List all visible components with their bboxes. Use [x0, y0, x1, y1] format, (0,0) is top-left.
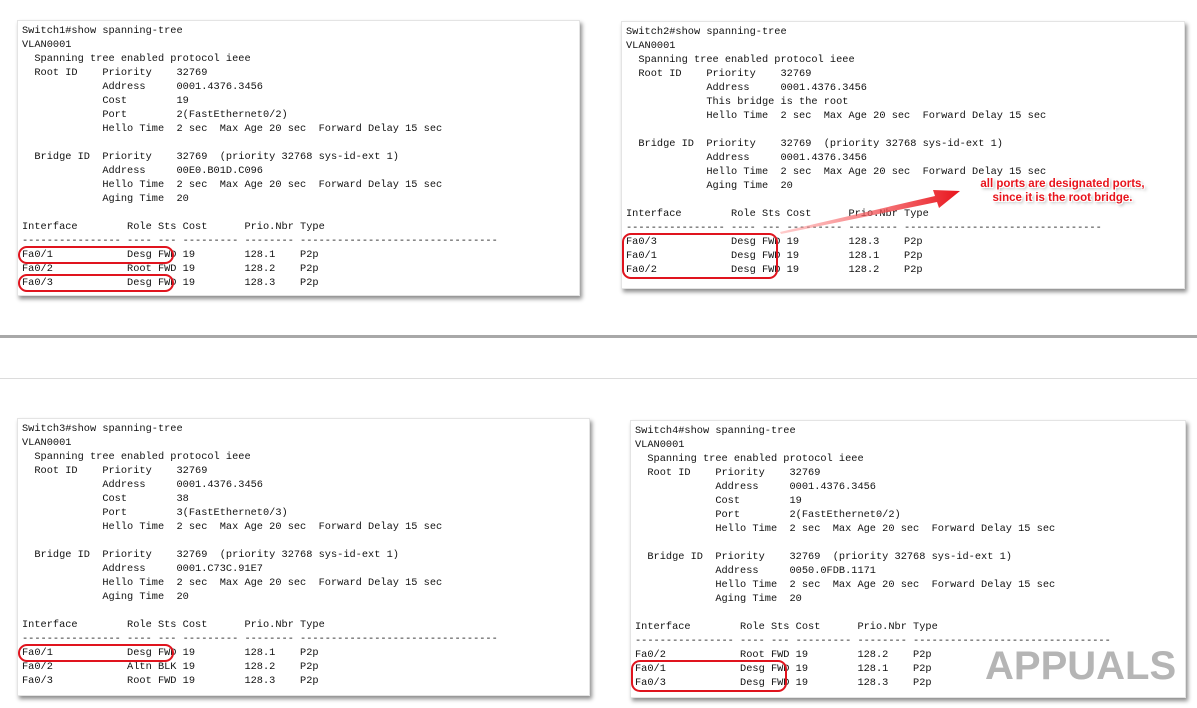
terminal-line: Port 2(FastEthernet0/2): [635, 509, 901, 521]
terminal-line: Root ID Priority 32769: [22, 67, 208, 79]
terminal-line: Hello Time 2 sec Max Age 20 sec Forward …: [626, 166, 1047, 178]
terminal-line: Address 0001.4376.3456: [626, 152, 867, 164]
interface-table-row: Fa0/1 Desg FWD 19 128.1 P2p: [626, 250, 923, 262]
terminal-line: Hello Time 2 sec Max Age 20 sec Forward …: [635, 579, 1056, 591]
terminal-line: Bridge ID Priority 32769 (priority 32768…: [635, 551, 1012, 563]
terminal-line: Interface Role Sts Cost Prio.Nbr Type: [626, 208, 929, 220]
section-divider-light: [0, 378, 1197, 379]
switch1-output: Switch1#show spanning-tree VLAN0001 Spann…: [22, 24, 498, 290]
terminal-line: Bridge ID Priority 32769 (priority 32768…: [22, 549, 399, 561]
highlight-oval: [18, 246, 174, 264]
terminal-line: Switch2#show spanning-tree: [626, 26, 787, 38]
terminal-line: [635, 606, 1111, 620]
terminal-line: Spanning tree enabled protocol ieee: [22, 451, 251, 463]
terminal-line: Address 0001.4376.3456: [22, 479, 263, 491]
terminal-line: Interface Role Sts Cost Prio.Nbr Type: [22, 619, 325, 631]
root-bridge-annotation: all ports are designated ports, since it…: [955, 177, 1170, 205]
interface-table-row: Fa0/2 Root FWD 19 128.2 P2p: [22, 263, 319, 275]
terminal-line: Port 3(FastEthernet0/3): [22, 507, 288, 519]
terminal-line: Cost 19: [22, 95, 189, 107]
terminal-line: Hello Time 2 sec Max Age 20 sec Forward …: [22, 521, 443, 533]
interface-table-row: Fa0/3 Root FWD 19 128.3 P2p: [22, 675, 319, 687]
section-divider: [0, 335, 1197, 338]
terminal-line: Aging Time 20: [635, 593, 802, 605]
terminal-line: ---------------- ---- --- --------- ----…: [22, 235, 498, 247]
terminal-line: Hello Time 2 sec Max Age 20 sec Forward …: [635, 523, 1056, 535]
terminal-line: Aging Time 20: [22, 591, 189, 603]
terminal-line: [626, 123, 1102, 137]
terminal-line: Hello Time 2 sec Max Age 20 sec Forward …: [22, 123, 443, 135]
terminal-line: Address 0050.0FDB.1171: [635, 565, 876, 577]
interface-table-row: Fa0/2 Desg FWD 19 128.2 P2p: [626, 264, 923, 276]
highlight-oval: [18, 274, 174, 292]
terminal-line: Hello Time 2 sec Max Age 20 sec Forward …: [22, 577, 443, 589]
terminal-line: Hello Time 2 sec Max Age 20 sec Forward …: [22, 179, 443, 191]
terminal-line: Switch4#show spanning-tree: [635, 425, 796, 437]
terminal-line: Aging Time 20: [626, 180, 793, 192]
terminal-line: Address 0001.4376.3456: [22, 81, 263, 93]
highlight-oval: [622, 233, 778, 279]
terminal-line: Bridge ID Priority 32769 (priority 32768…: [626, 138, 1003, 150]
terminal-line: Address 0001.4376.3456: [635, 481, 876, 493]
terminal-line: VLAN0001: [626, 40, 676, 52]
switch1-terminal-panel: Switch1#show spanning-tree VLAN0001 Spann…: [17, 20, 580, 296]
switch2-terminal-panel: Switch2#show spanning-tree VLAN0001 Spann…: [621, 21, 1185, 289]
terminal-line: ---------------- ---- --- --------- ----…: [22, 633, 498, 645]
terminal-line: VLAN0001: [22, 39, 72, 51]
terminal-line: Interface Role Sts Cost Prio.Nbr Type: [22, 221, 325, 233]
terminal-line: Hello Time 2 sec Max Age 20 sec Forward …: [626, 110, 1047, 122]
terminal-line: Spanning tree enabled protocol ieee: [626, 54, 855, 66]
terminal-line: Root ID Priority 32769: [22, 465, 208, 477]
terminal-line: [635, 536, 1111, 550]
terminal-line: VLAN0001: [22, 437, 72, 449]
terminal-line: Address 0001.C73C.91E7: [22, 563, 263, 575]
terminal-line: [22, 604, 498, 618]
terminal-line: [22, 206, 498, 220]
terminal-line: ---------------- ---- --- --------- ----…: [635, 635, 1111, 647]
terminal-line: [22, 534, 498, 548]
switch4-terminal-panel: Switch4#show spanning-tree VLAN0001 Spann…: [630, 420, 1186, 698]
switch3-output: Switch3#show spanning-tree VLAN0001 Spann…: [22, 422, 498, 688]
interface-table-row: Fa0/2 Root FWD 19 128.2 P2p: [635, 649, 932, 661]
terminal-line: Root ID Priority 32769: [635, 467, 821, 479]
terminal-line: Bridge ID Priority 32769 (priority 32768…: [22, 151, 399, 163]
terminal-line: Spanning tree enabled protocol ieee: [22, 53, 251, 65]
switch3-terminal-panel: Switch3#show spanning-tree VLAN0001 Spann…: [17, 418, 590, 696]
terminal-line: Aging Time 20: [22, 193, 189, 205]
terminal-line: Address 00E0.B01D.C096: [22, 165, 263, 177]
terminal-line: Root ID Priority 32769: [626, 68, 812, 80]
terminal-line: This bridge is the root: [626, 96, 849, 108]
terminal-line: [22, 136, 498, 150]
terminal-line: VLAN0001: [635, 439, 685, 451]
annotation-line-1: all ports are designated ports,: [980, 178, 1145, 190]
terminal-line: Cost 19: [635, 495, 802, 507]
annotation-line-2: since it is the root bridge.: [992, 192, 1133, 204]
terminal-line: Switch1#show spanning-tree: [22, 25, 183, 37]
terminal-line: Cost 38: [22, 493, 189, 505]
highlight-oval: [18, 644, 174, 662]
terminal-line: Interface Role Sts Cost Prio.Nbr Type: [635, 621, 938, 633]
appuals-watermark-logo: APPUALS: [985, 644, 1177, 688]
terminal-line: Spanning tree enabled protocol ieee: [635, 453, 864, 465]
terminal-line: Switch3#show spanning-tree: [22, 423, 183, 435]
terminal-line: Port 2(FastEthernet0/2): [22, 109, 288, 121]
interface-table-row: Fa0/2 Altn BLK 19 128.2 P2p: [22, 661, 319, 673]
terminal-line: Address 0001.4376.3456: [626, 82, 867, 94]
highlight-oval: [631, 660, 787, 692]
